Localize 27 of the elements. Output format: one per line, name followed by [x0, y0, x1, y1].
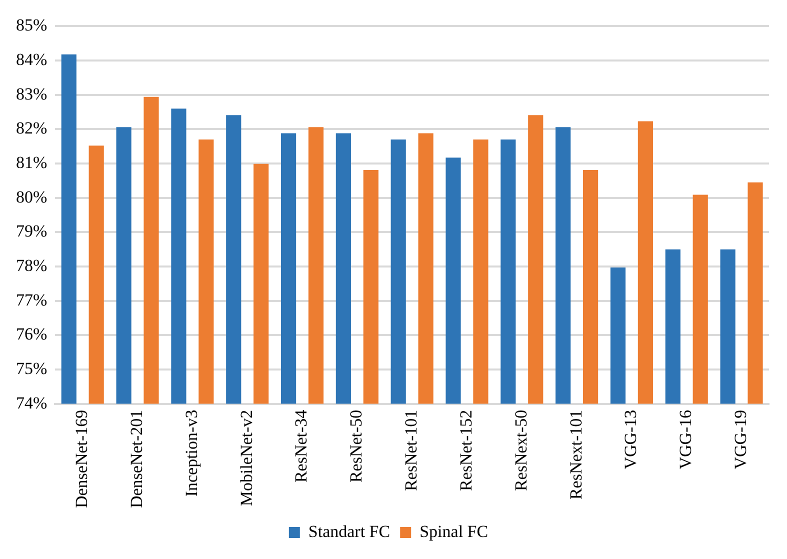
y-tick-label: 79%	[16, 222, 48, 241]
x-tick-label: ResNet-152	[456, 410, 476, 492]
x-tick-label: VGG-16	[676, 410, 696, 470]
x-tick-label: Inception-v3	[182, 410, 201, 497]
y-tick-label: 80%	[16, 187, 48, 206]
x-tick-label: VGG-19	[731, 410, 750, 470]
x-tick-label: ResNet-34	[292, 409, 311, 483]
legend-label: Spinal FC	[420, 522, 488, 541]
y-tick-label: 81%	[16, 152, 48, 172]
x-tick-label: ResNext-101	[566, 410, 586, 500]
y-tick-label: 84%	[16, 50, 48, 69]
x-tick-label: ResNet-101	[402, 410, 421, 492]
x-tick-label: VGG-13	[621, 410, 640, 470]
y-tick-label: 85%	[16, 16, 48, 35]
y-tick-label: 74%	[16, 393, 48, 412]
y-tick-label: 76%	[16, 324, 48, 344]
x-tick-label: DenseNet-169	[72, 410, 92, 508]
y-tick-label: 83%	[16, 84, 48, 104]
legend-label: Standart FC	[308, 522, 390, 541]
x-tick-label: MobileNet-v2	[236, 410, 256, 506]
x-tick-label: ResNet-50	[346, 410, 366, 483]
x-tick-label: ResNext-50	[511, 410, 530, 492]
y-tick-label: 77%	[16, 290, 48, 310]
x-tick-label: DenseNet-201	[126, 410, 146, 508]
y-tick-label: 82%	[16, 118, 48, 138]
y-tick-label: 78%	[16, 256, 48, 275]
y-tick-label: 75%	[16, 358, 48, 378]
